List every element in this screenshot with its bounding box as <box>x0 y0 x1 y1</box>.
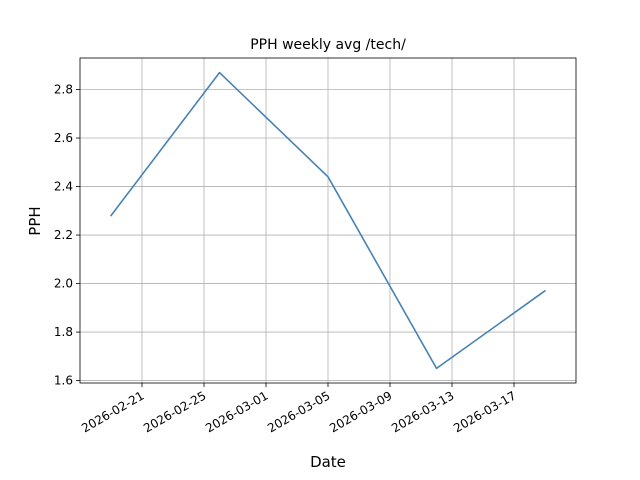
x-tick-label: 2026-03-13 <box>389 388 456 435</box>
y-tick-label: 2.4 <box>54 180 73 194</box>
y-tick-label: 2.0 <box>54 277 73 291</box>
y-axis-label: PPH <box>26 206 44 235</box>
x-tick-label: 2026-02-25 <box>141 388 208 435</box>
series-group <box>110 71 546 370</box>
x-tick-label: 2026-02-21 <box>79 388 146 435</box>
chart-title: PPH weekly avg /tech/ <box>250 37 406 53</box>
x-axis-label: Date <box>310 453 346 471</box>
y-tick-label: 2.2 <box>54 228 73 242</box>
y-tick-label: 1.8 <box>54 325 73 339</box>
x-tick-label: 2026-03-01 <box>203 388 270 435</box>
x-tick-label: 2026-03-05 <box>265 388 332 435</box>
x-tick-label: 2026-03-17 <box>451 388 518 435</box>
y-tick-label: 2.6 <box>54 131 73 145</box>
grid <box>80 58 576 383</box>
x-axis: 2026-02-212026-02-252026-03-012026-03-05… <box>79 383 519 435</box>
x-tick-label: 2026-03-09 <box>327 388 394 435</box>
y-tick-label: 1.6 <box>54 374 73 388</box>
y-axis: 1.6 1.8 2.0 2.2 2.4 2.6 2.8 <box>54 83 80 388</box>
y-tick-label: 2.8 <box>54 83 73 97</box>
